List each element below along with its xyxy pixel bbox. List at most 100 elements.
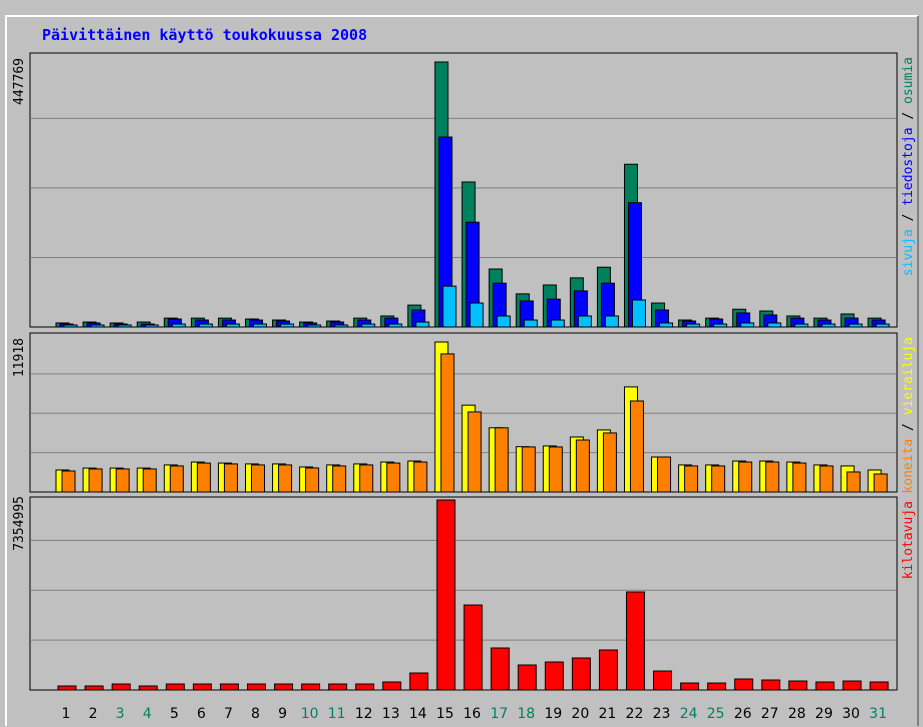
x-tick-label: 4 — [143, 706, 152, 722]
bar — [301, 683, 321, 691]
bar — [517, 664, 537, 691]
x-tick-label: 13 — [382, 706, 400, 722]
x-tick-label: 11 — [328, 706, 346, 722]
bar — [169, 465, 184, 493]
bar — [873, 473, 888, 493]
x-tick-label: 9 — [278, 706, 287, 722]
bar — [496, 315, 511, 328]
bar — [550, 319, 565, 328]
bar — [875, 323, 890, 328]
bar — [734, 678, 754, 691]
bar — [440, 353, 455, 493]
x-tick-label: 14 — [409, 706, 427, 722]
x-tick-label: 28 — [788, 706, 806, 722]
x-tick-label: 30 — [842, 706, 860, 722]
bar — [686, 323, 701, 328]
x-tick-label: 17 — [490, 706, 508, 722]
bar — [625, 591, 645, 691]
bar — [307, 324, 322, 328]
legend-entry: vierailuja — [901, 337, 916, 415]
bar — [707, 682, 727, 691]
bar — [659, 322, 674, 328]
bar — [788, 680, 808, 691]
legend-entry: osumia — [901, 57, 916, 104]
legend: sivuja / tiedostoja / osumia — [901, 57, 916, 276]
bar — [192, 683, 212, 691]
x-tick-label: 3 — [116, 706, 125, 722]
legend-entry: tiedostoja — [901, 127, 916, 205]
bar — [84, 685, 104, 691]
bar — [388, 323, 403, 328]
x-tick-label: 15 — [436, 706, 454, 722]
bar — [821, 323, 836, 328]
legend: kilotavuja — [901, 501, 916, 579]
bar — [274, 683, 294, 691]
bar — [115, 468, 130, 493]
bar — [442, 285, 457, 328]
legend: koneita / vierailuja — [901, 337, 916, 494]
bar — [657, 456, 672, 493]
legend-separator: / — [901, 104, 916, 127]
x-tick-label: 29 — [815, 706, 833, 722]
bar — [765, 461, 780, 493]
bar — [278, 464, 293, 493]
bar — [521, 446, 536, 493]
bar — [252, 323, 267, 328]
bar — [848, 323, 863, 328]
x-tick-label: 12 — [355, 706, 373, 722]
bar — [138, 685, 158, 691]
bar — [792, 462, 807, 493]
frame-light — [5, 15, 918, 726]
bar — [328, 683, 348, 691]
bar — [738, 461, 753, 493]
bar — [111, 683, 131, 691]
bar — [469, 302, 484, 328]
x-tick-label: 22 — [626, 706, 644, 722]
bar — [246, 683, 266, 691]
bar — [631, 299, 646, 328]
bar — [250, 464, 265, 493]
bar — [604, 315, 619, 328]
bar — [577, 315, 592, 328]
bar — [602, 432, 617, 493]
x-tick-label: 10 — [301, 706, 319, 722]
chart-title: Päivittäinen käyttö toukokuussa 2008 — [42, 26, 367, 44]
bar — [88, 468, 103, 493]
bar — [382, 681, 402, 691]
x-tick-label: 1 — [62, 706, 71, 722]
bar — [223, 463, 238, 493]
bar — [409, 672, 429, 691]
bar — [467, 411, 482, 493]
x-tick-label: 16 — [463, 706, 481, 722]
bar — [171, 323, 186, 328]
y-tick-label: 7354995 — [12, 496, 27, 551]
bar — [819, 465, 834, 493]
bar — [575, 439, 590, 493]
bar — [280, 323, 295, 328]
legend-entry: kilotavuja — [901, 501, 916, 579]
bar — [355, 683, 375, 691]
x-tick-label: 24 — [680, 706, 698, 722]
bar — [523, 319, 538, 328]
bar — [494, 427, 509, 493]
bar — [598, 649, 618, 691]
bar — [846, 471, 861, 493]
x-tick-label: 8 — [251, 706, 260, 722]
bar — [842, 680, 862, 691]
bar — [165, 683, 185, 691]
bar — [869, 681, 889, 691]
bar — [359, 464, 374, 493]
x-tick-label: 25 — [707, 706, 725, 722]
bar — [713, 323, 728, 328]
bar — [142, 468, 157, 493]
bar — [680, 682, 700, 691]
bar — [794, 323, 809, 328]
x-tick-label: 5 — [170, 706, 179, 722]
bar — [761, 679, 781, 691]
bar — [144, 324, 159, 328]
bar — [490, 647, 510, 691]
bar — [198, 323, 213, 328]
bar — [386, 462, 401, 493]
bar — [332, 465, 347, 493]
